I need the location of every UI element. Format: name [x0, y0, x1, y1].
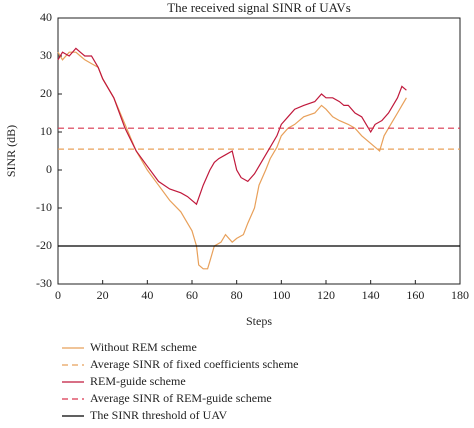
y-tick-label: 20	[40, 86, 52, 100]
y-tick-label: -10	[36, 200, 52, 214]
chart-title: The received signal SINR of UAVs	[167, 0, 351, 15]
x-tick-label: 100	[272, 288, 290, 302]
x-tick-label: 0	[55, 288, 61, 302]
plot-frame	[57, 17, 461, 285]
y-axis-label: SINR (dB)	[4, 125, 18, 177]
y-tick-label: -30	[36, 276, 52, 290]
x-tick-label: 60	[186, 288, 198, 302]
series-line	[57, 51, 407, 270]
legend-label: REM-guide scheme	[90, 374, 186, 388]
y-tick-label: 30	[40, 48, 52, 62]
x-tick-label: 80	[231, 288, 243, 302]
x-axis-label: Steps	[246, 314, 272, 328]
y-tick-label: 10	[40, 124, 52, 138]
x-tick-label: 160	[406, 288, 424, 302]
x-tick-label: 120	[317, 288, 335, 302]
legend-label: Average SINR of REM-guide scheme	[90, 391, 272, 405]
y-tick-label: 0	[46, 162, 52, 176]
legend-label: Without REM scheme	[90, 340, 197, 354]
y-tick-label: -20	[36, 238, 52, 252]
x-tick-label: 180	[451, 288, 469, 302]
x-tick-label: 140	[362, 288, 380, 302]
legend-label: Average SINR of fixed coefficients schem…	[90, 357, 298, 371]
x-tick-label: 20	[97, 288, 109, 302]
y-tick-label: 40	[40, 10, 52, 24]
x-tick-label: 40	[141, 288, 153, 302]
legend-label: The SINR threshold of UAV	[90, 408, 227, 422]
series-line	[57, 47, 407, 206]
